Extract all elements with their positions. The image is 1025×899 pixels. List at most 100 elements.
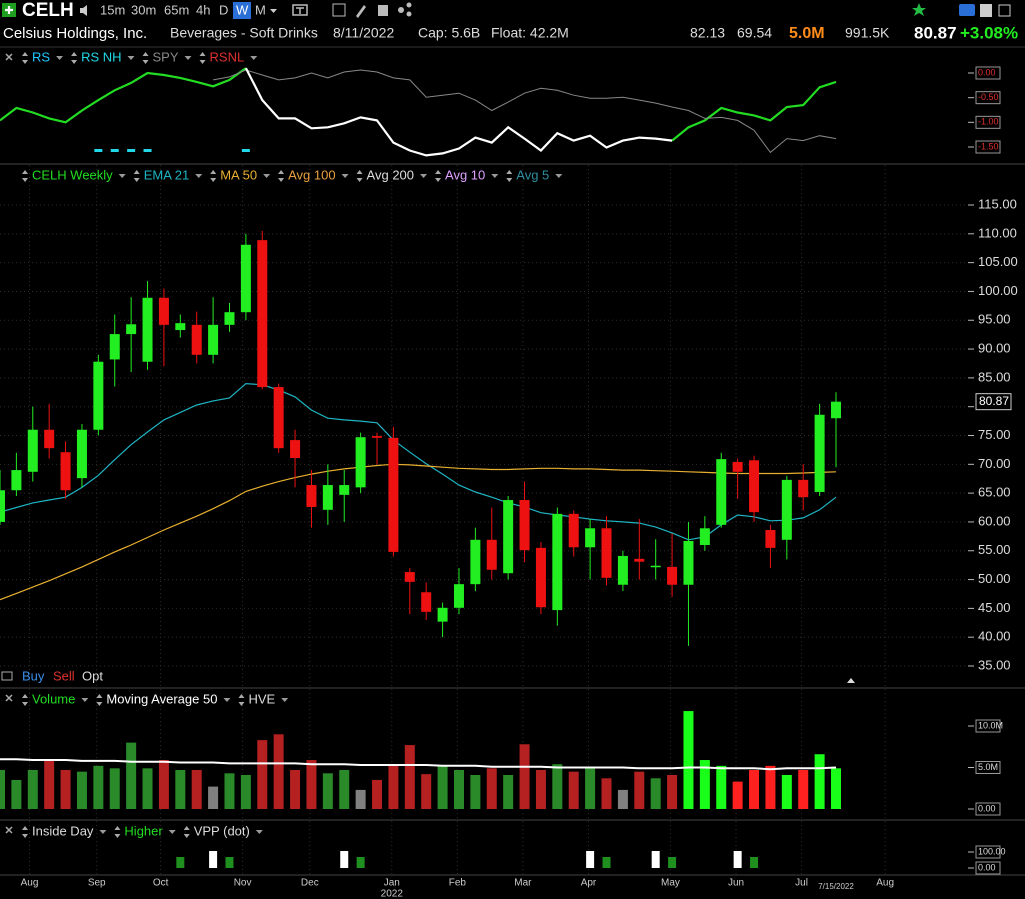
interval-button[interactable]: 4h [196,2,210,17]
y-tick-label: 90.00 [978,341,1011,356]
legend-caret [223,698,231,702]
last-price-tag: 80.87 [979,394,1009,408]
volume-bar [634,771,645,809]
scroll-marker[interactable] [847,678,855,683]
candle-body [634,558,645,562]
legend-entry[interactable]: Inside Day [32,823,94,838]
interval-button[interactable]: 30m [131,2,156,17]
grid-icon[interactable] [332,3,346,17]
candle-body [224,312,235,325]
candle-body [109,334,120,360]
event-marker [668,857,677,868]
legend-arrows [435,170,442,182]
last-price: 80.87 [914,23,957,42]
y-tick-label: 5.0M [978,762,998,772]
save-icon[interactable] [980,4,992,17]
interval-button[interactable]: W [236,2,249,17]
marker [143,149,152,152]
legend-caret [263,174,271,178]
legend-entry[interactable]: Avg 10 [445,167,485,182]
marker [241,149,250,152]
legend-entry[interactable]: MA 50 [220,167,257,182]
industry: Beverages - Soft Drinks [170,25,318,41]
volume-bar [224,773,235,809]
legend-entry[interactable]: Volume [32,691,75,706]
legend-entry[interactable]: SPY [153,49,179,64]
star-icon[interactable] [912,3,926,16]
candle-body [93,361,104,430]
legend-caret [491,174,499,178]
legend-entry[interactable]: RS NH [81,49,121,64]
x-tick-label: Apr [581,878,597,889]
y-tick-label: 100.00 [978,283,1018,298]
marker [110,149,119,152]
interval-button[interactable]: M [255,2,266,17]
window-icon[interactable] [998,4,1011,17]
y-tick-label: 45.00 [978,600,1011,615]
y-tick-label: 60.00 [978,513,1011,528]
volume-bar [617,789,628,809]
buttons-icon [1,671,13,681]
candle-body [601,528,612,578]
market-cap: Cap: 5.6B [418,25,480,41]
legend-arrows [506,170,513,182]
legend-entry[interactable]: Avg 200 [367,167,414,182]
close-panel[interactable] [5,53,13,61]
text-tool-icon[interactable] [292,4,308,16]
legend-entry[interactable]: RS [32,49,50,64]
legend-entry[interactable]: VPP (dot) [194,823,250,838]
legend-entry[interactable]: CELH Weekly [32,167,113,182]
volume-bar [601,778,612,809]
draw-icon[interactable] [356,5,366,18]
trade-button[interactable]: Buy [22,668,45,683]
candle-body [470,539,481,585]
candle-body [27,429,38,472]
copy-icon[interactable] [378,5,388,16]
sound-icon[interactable] [80,5,87,16]
event-marker [340,851,349,868]
interval-button[interactable]: 65m [164,2,189,17]
candle-body [437,607,448,622]
share-icon[interactable] [398,7,404,13]
candle-body [519,500,530,551]
symbol[interactable]: CELH [22,0,74,21]
legend-entry[interactable]: HVE [248,691,275,706]
legend-arrows [199,52,206,64]
interval-button[interactable]: D [219,2,228,17]
event-marker [651,851,660,868]
legend-caret [99,830,107,834]
trade-button[interactable]: Opt [82,668,103,683]
trade-button[interactable]: Sell [53,668,75,683]
volume-bar [175,769,186,809]
s-icon[interactable] [959,4,975,16]
last-price-box [975,393,1012,411]
legend-entry[interactable]: Avg 5 [516,167,549,182]
volume-bar [240,774,251,809]
float: Float: 42.2M [491,25,569,41]
y-tick-label: 85.00 [978,369,1011,384]
legend-entry[interactable]: Higher [124,823,163,838]
candle-body [765,530,776,548]
candle-body [798,479,809,498]
stat-volume: 5.0M [789,25,825,42]
legend-caret [555,174,563,178]
y-tick-label: -1.00 [978,117,999,127]
legend-entry[interactable]: Avg 100 [288,167,335,182]
tick-box [975,802,1001,816]
volume-bar [93,765,104,809]
volume-bar [306,760,317,809]
legend-entry[interactable]: Moving Average 50 [106,691,217,706]
legend-caret [281,698,289,702]
interval-button[interactable]: 15m [100,2,125,17]
share-icon [406,2,412,8]
volume-bar [158,760,169,809]
volume-bar [142,768,153,809]
legend-entry[interactable]: EMA 21 [144,167,190,182]
y-tick-label: 95.00 [978,312,1011,327]
candle-body [355,437,366,488]
close-panel[interactable] [5,694,13,702]
legend-entry[interactable]: RSNL [210,49,245,64]
close-panel[interactable] [5,826,13,834]
volume-bar [322,773,333,809]
candle-body [208,324,219,355]
